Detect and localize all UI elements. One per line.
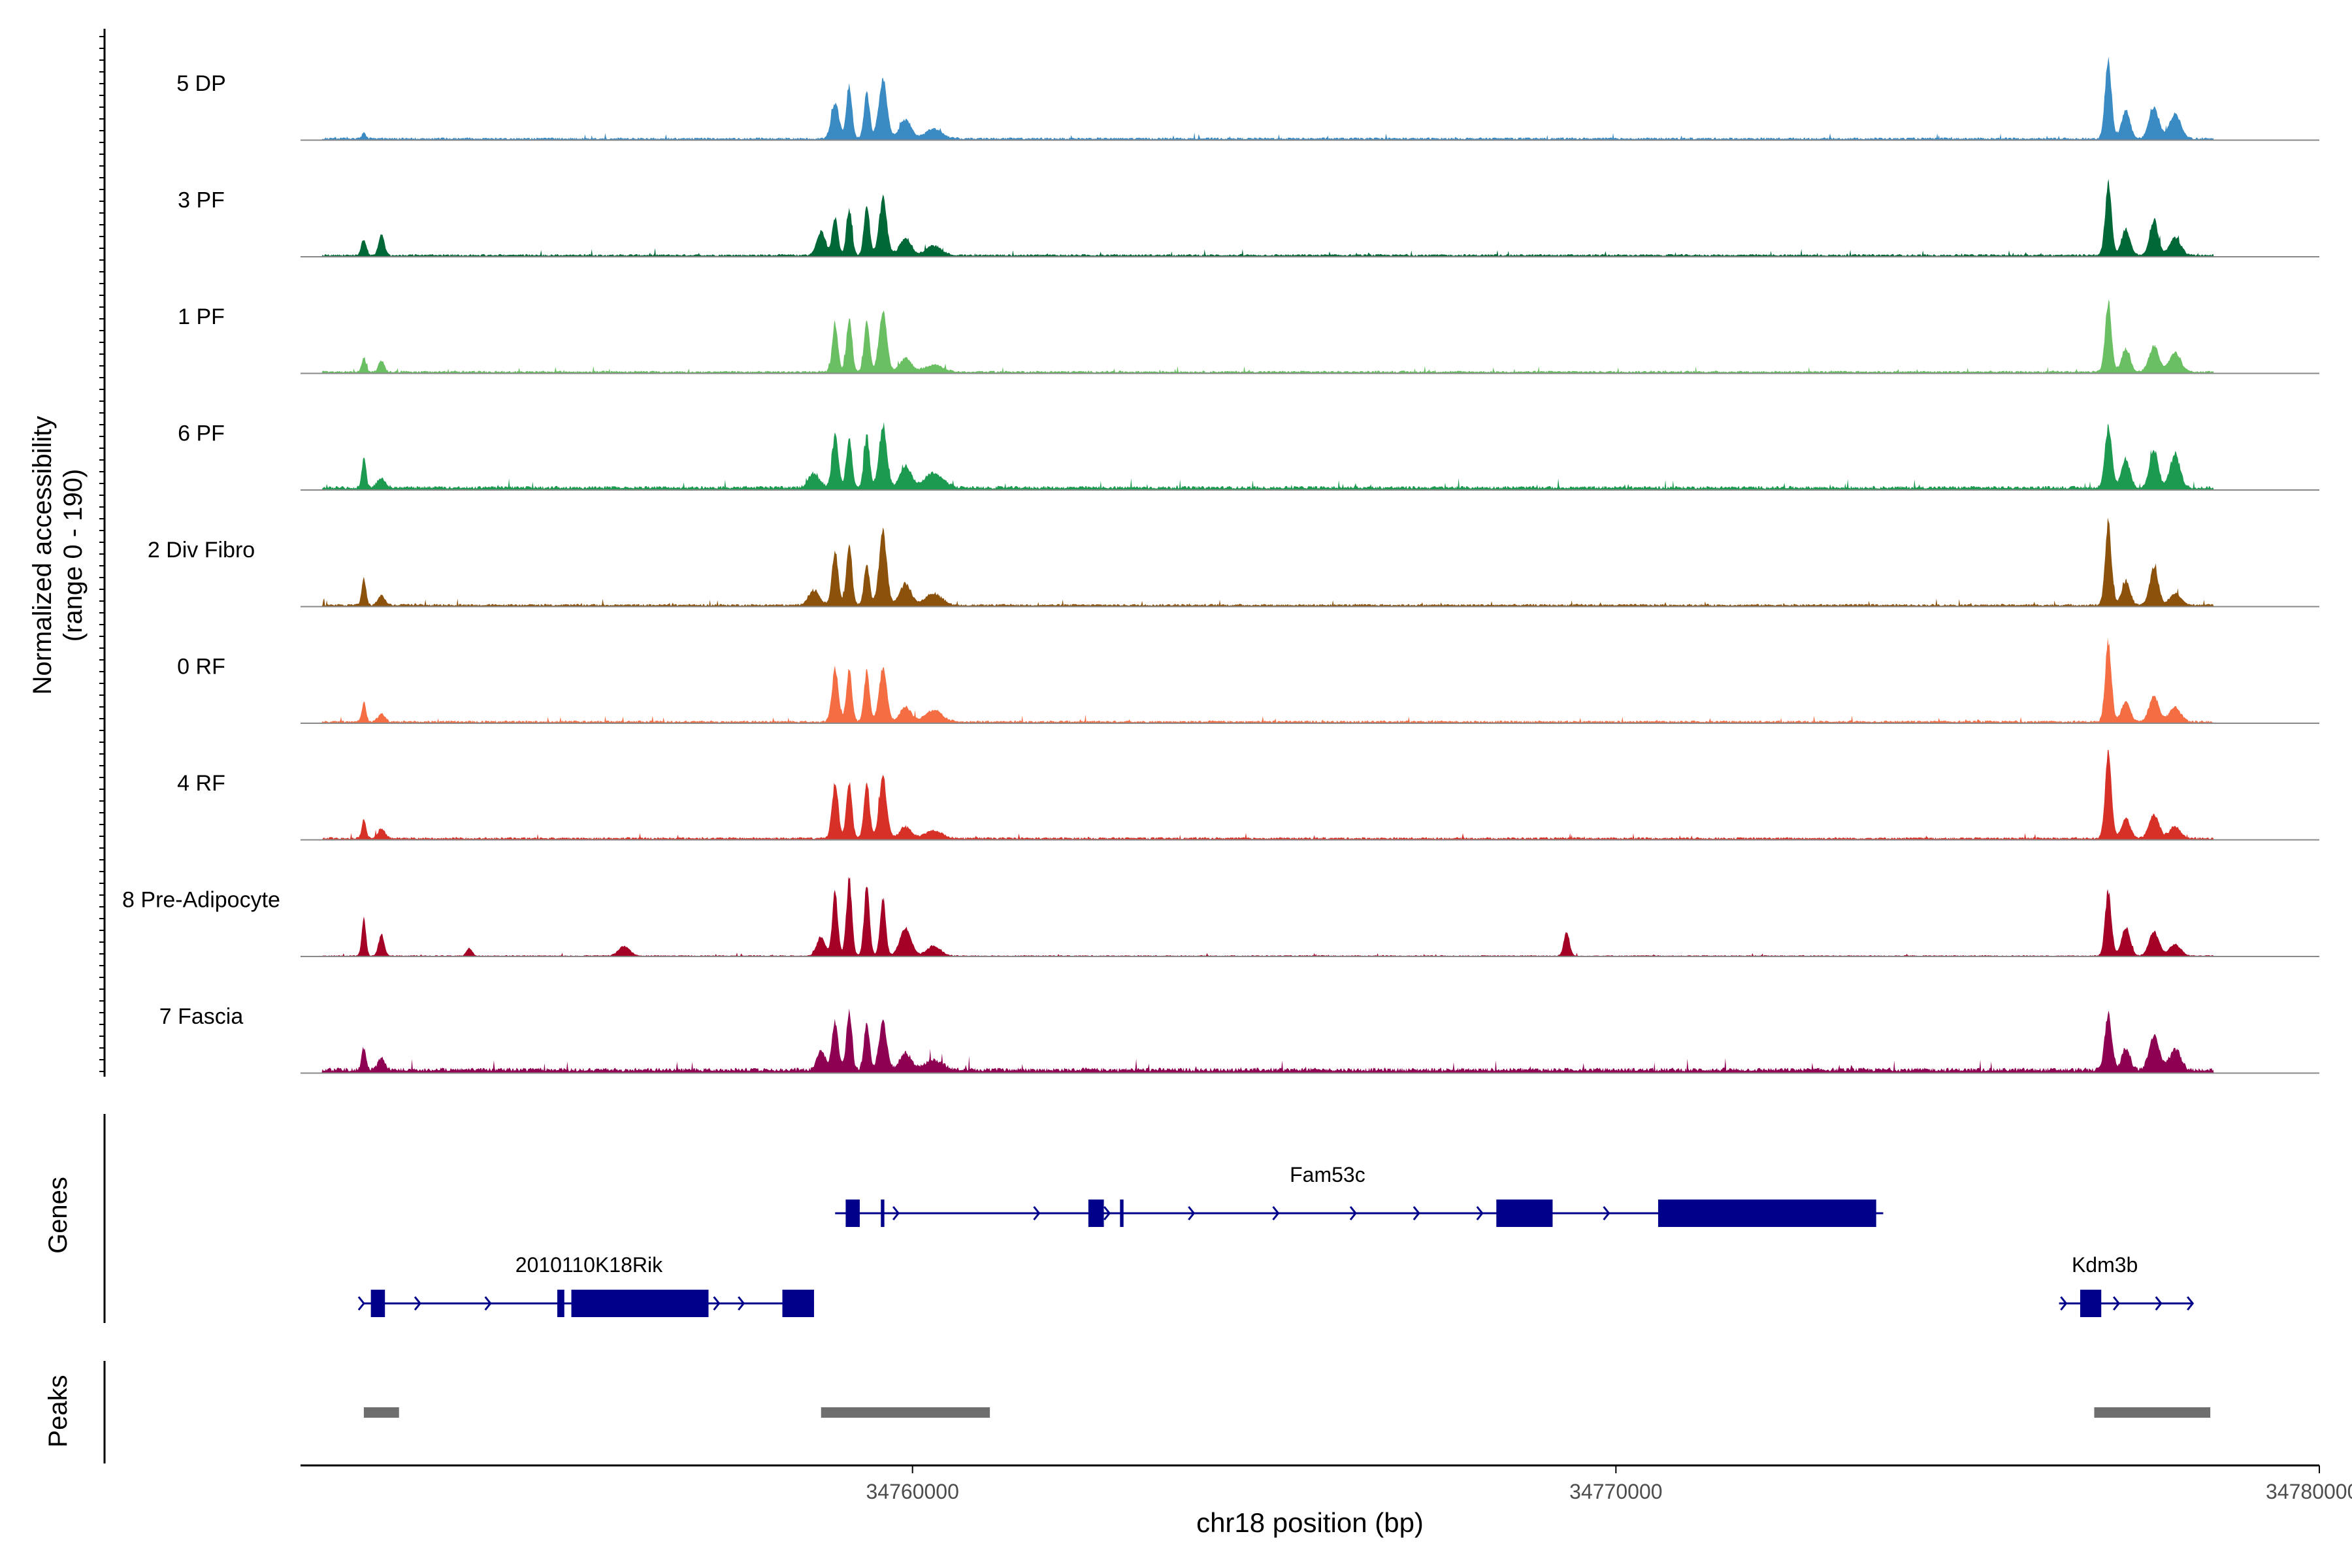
genes-panel-label: Genes xyxy=(44,1177,73,1254)
track-label: 0 RF xyxy=(177,655,225,679)
strand-arrow xyxy=(1033,1206,1041,1220)
x-tick-label: 34770000 xyxy=(1569,1480,1662,1503)
gene-label: 2010110K18Rik xyxy=(515,1253,663,1277)
coverage-area xyxy=(301,178,2214,257)
track-label: 7 Fascia xyxy=(159,1004,244,1029)
coverage-tracks: 5 DP 3 PF 1 PF 6 PF 2 Div Fibro 0 RF 4 RF 8 Pre… xyxy=(122,56,2319,1074)
gene-annotation-track: Fam53c 2010110K18Rik Kdm3b xyxy=(357,1163,2195,1317)
x-tick-label: 34780000 xyxy=(2266,1480,2352,1503)
gene-exon xyxy=(1088,1200,1104,1227)
strand-arrow xyxy=(738,1296,745,1311)
peak-bar xyxy=(363,1407,399,1418)
track-5-dp: 5 DP xyxy=(176,56,2319,141)
peaks-track xyxy=(363,1407,2211,1418)
strand-arrow xyxy=(2155,1296,2163,1311)
gene-exon xyxy=(370,1290,385,1317)
strand-arrow xyxy=(484,1296,492,1311)
gene-exon xyxy=(557,1290,564,1317)
track-label: 5 DP xyxy=(176,71,226,96)
x-axis-label: chr18 position (bp) xyxy=(1196,1507,1424,1538)
track-4-rf: 4 RF xyxy=(177,749,2319,841)
coverage-area xyxy=(301,299,2214,374)
strand-arrow xyxy=(1272,1206,1280,1220)
gene-label: Fam53c xyxy=(1290,1163,1365,1186)
gene-exon xyxy=(845,1200,860,1227)
strand-arrow xyxy=(2060,1296,2068,1311)
axes: 34760000 34770000 34780000 xyxy=(99,29,2352,1503)
track-7-fascia: 7 Fascia xyxy=(159,1004,2319,1074)
peaks-panel-label: Peaks xyxy=(44,1375,73,1447)
strand-arrow xyxy=(892,1206,900,1220)
x-tick-label: 34760000 xyxy=(866,1480,959,1503)
track-0-rf: 0 RF xyxy=(177,638,2319,724)
gene-2010110k18rik: 2010110K18Rik xyxy=(357,1253,814,1317)
track-2-div-fibro: 2 Div Fibro xyxy=(148,517,2319,608)
coverage-area xyxy=(301,422,2214,490)
strand-arrow xyxy=(357,1296,365,1311)
gene-exon xyxy=(1658,1200,1876,1227)
strand-arrow xyxy=(713,1296,721,1311)
coverage-area xyxy=(301,56,2214,140)
track-label: 3 PF xyxy=(178,188,225,213)
track-label: 6 PF xyxy=(178,421,225,446)
gene-exon xyxy=(782,1290,814,1317)
track-label: 8 Pre-Adipocyte xyxy=(122,888,280,913)
strand-arrow xyxy=(2187,1296,2195,1311)
gene-label: Kdm3b xyxy=(2072,1253,2138,1277)
y-axis-label-line2: (range 0 - 190) xyxy=(59,469,88,642)
gene-kdm3b: Kdm3b xyxy=(2059,1253,2195,1317)
strand-arrow xyxy=(1413,1206,1420,1220)
track-8-pre-adipocyte: 8 Pre-Adipocyte xyxy=(122,877,2319,957)
strand-arrow xyxy=(1476,1206,1484,1220)
peak-bar xyxy=(2094,1407,2211,1418)
track-6-pf: 6 PF xyxy=(178,421,2319,491)
strand-arrow xyxy=(1349,1206,1357,1220)
coverage-area xyxy=(301,877,2214,956)
coverage-area xyxy=(301,1008,2214,1073)
peak-bar xyxy=(821,1407,990,1418)
track-1-pf: 1 PF xyxy=(178,299,2319,374)
strand-arrow xyxy=(414,1296,421,1311)
gene-exon xyxy=(881,1200,885,1227)
gene-exon xyxy=(1120,1200,1124,1227)
track-label: 1 PF xyxy=(178,304,225,329)
coverage-area xyxy=(301,517,2214,607)
coverage-area xyxy=(301,638,2214,723)
y-axis-label-line1: Normalized accessibility xyxy=(28,416,57,695)
strand-arrow xyxy=(1188,1206,1196,1220)
gene-exon xyxy=(571,1290,709,1317)
track-label: 4 RF xyxy=(177,771,225,796)
track-3-pf: 3 PF xyxy=(178,178,2319,257)
gene-fam53c: Fam53c xyxy=(835,1163,1884,1227)
track-label: 2 Div Fibro xyxy=(148,538,255,563)
strand-arrow xyxy=(2112,1296,2121,1311)
strand-arrow xyxy=(1603,1206,1610,1220)
strand-arrow xyxy=(1103,1206,1111,1220)
coverage-area xyxy=(301,749,2214,840)
gene-exon xyxy=(2080,1290,2102,1317)
gene-exon xyxy=(1496,1200,1553,1227)
